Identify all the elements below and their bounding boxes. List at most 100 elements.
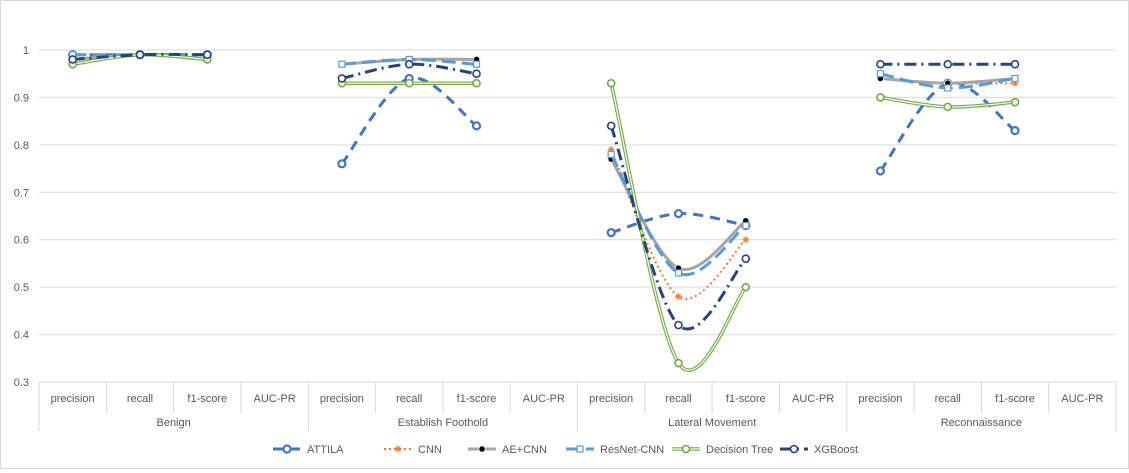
x-tick-label-recall: recall (935, 393, 961, 405)
data-point-resnet-cnn-marker (472, 60, 481, 68)
legend-entry-ae-cnn: AE+CNN (468, 444, 547, 456)
data-point-xgboost-marker (606, 121, 616, 131)
legend-label: XGBoost (814, 444, 858, 456)
legend-entry-attila: ATTILA (273, 444, 344, 456)
legend: ATTILA CNN AE+CNN ResNet-CNN Decision Tree XG… (273, 444, 858, 456)
data-point-xgboost-marker (202, 50, 212, 60)
legend-marker (478, 445, 486, 453)
data-point-xgboost-marker (674, 320, 683, 330)
legend-label: ResNet-CNN (600, 444, 664, 456)
series-line-attila (340, 76, 478, 165)
data-point-attila-marker (1010, 126, 1020, 136)
x-tick-label-auc-pr: AUC-PR (254, 393, 296, 405)
legend-entry-resnet-cnn: ResNet-CNN (566, 444, 664, 456)
x-tick-label-f1-score: f1-score (726, 393, 766, 405)
legend-label: AE+CNN (502, 444, 547, 456)
data-point-decision-tree-marker (943, 102, 953, 112)
legend-marker (282, 444, 292, 454)
series-xgboost (68, 50, 1020, 331)
data-point-decision-tree-marker (606, 78, 616, 88)
x-tick-label-auc-pr: AUC-PR (792, 393, 834, 405)
x-tick-label-f1-score: f1-score (187, 393, 227, 405)
legend-label: Decision Tree (706, 444, 773, 456)
data-point-cnn-marker (674, 293, 682, 301)
y-tick-label: 0.5 (14, 282, 29, 294)
legend-swatch (566, 445, 594, 453)
data-point-attila-marker (606, 228, 616, 238)
data-point-xgboost-marker (943, 59, 953, 69)
series-line-xgboost (341, 62, 477, 80)
y-tick-label: 0.9 (14, 92, 29, 104)
data-point-resnet-cnn-marker (674, 269, 683, 277)
data-point-resnet-cnn-marker (742, 221, 750, 230)
series-line-decision-tree (610, 83, 747, 371)
series-attila (68, 50, 1020, 238)
data-point-decision-tree-marker (404, 78, 414, 88)
legend-entry-decision-tree: Decision Tree (672, 444, 773, 456)
data-point-xgboost-marker (472, 69, 481, 79)
series-lines (68, 50, 1020, 372)
data-point-decision-tree-marker (472, 78, 481, 88)
x-tick-label-auc-pr: AUC-PR (1061, 393, 1103, 405)
legend-swatch (384, 445, 412, 453)
series-line-attila (879, 81, 1016, 172)
series-ae-cnn (69, 51, 1019, 272)
legend-label: ATTILA (307, 444, 344, 456)
data-point-decision-tree-marker (1010, 97, 1020, 107)
x-tick-label-f1-score: f1-score (995, 393, 1035, 405)
data-point-decision-tree-marker (876, 93, 885, 102)
data-point-xgboost-marker (68, 55, 77, 64)
x-tick-label-precision: precision (858, 393, 902, 405)
y-tick-label: 0.4 (14, 330, 29, 342)
data-point-xgboost-marker (741, 254, 751, 263)
gridlines (39, 49, 1116, 383)
x-tick-label-precision: precision (320, 393, 364, 405)
data-point-cnn-marker (742, 236, 750, 244)
data-point-attila-marker (471, 121, 482, 131)
data-point-xgboost-marker (337, 74, 347, 83)
legend-label: CNN (418, 444, 442, 456)
x-tick-label-recall: recall (396, 393, 422, 405)
data-point-xgboost-marker (404, 59, 414, 69)
data-point-resnet-cnn-marker (1011, 74, 1019, 83)
data-point-decision-tree-marker (674, 358, 683, 368)
x-tick-label-recall: recall (665, 393, 691, 405)
data-point-xgboost-marker (135, 50, 145, 60)
x-tick-label-precision: precision (51, 393, 95, 405)
series-cnn (69, 51, 1019, 301)
x-tick-label-f1-score: f1-score (457, 393, 497, 405)
y-tick-label: 1 (23, 45, 29, 57)
x-tick-label-auc-pr: AUC-PR (523, 393, 565, 405)
group-label-reconnaissance: Reconnaissance (941, 417, 1022, 429)
legend-marker (576, 445, 584, 453)
legend-swatch (780, 444, 808, 454)
series-decision-tree (68, 50, 1020, 372)
group-label-benign: Benign (156, 417, 190, 429)
x-axis: precision recall f1-score AUC-PR Benign preci… (38, 381, 1117, 431)
group-label-establish-foothold: Establish Foothold (398, 417, 489, 429)
data-point-resnet-cnn-marker (607, 150, 615, 158)
data-point-attila-marker (337, 159, 347, 169)
data-point-resnet-cnn-marker (944, 84, 952, 92)
y-tick-label: 0.8 (14, 140, 29, 152)
series-resnet-cnn (69, 51, 1019, 277)
data-point-attila-marker (673, 209, 684, 219)
series-line-xgboost (609, 125, 747, 331)
y-axis-tick-labels: 0.3 0.4 0.5 0.6 0.7 0.8 0.9 1 (14, 45, 29, 389)
legend-marker (394, 445, 402, 453)
legend-swatch (468, 445, 496, 453)
x-tick-label-recall: recall (127, 393, 153, 405)
legend-entry-cnn: CNN (384, 444, 442, 456)
legend-marker (789, 444, 799, 454)
data-point-resnet-cnn-marker (338, 60, 346, 68)
y-tick-label: 0.7 (14, 187, 29, 199)
data-point-xgboost-marker (876, 59, 885, 69)
y-tick-label: 0.6 (14, 235, 29, 247)
legend-marker (681, 444, 691, 454)
y-tick-label: 0.3 (14, 377, 29, 389)
data-point-attila-marker (875, 166, 886, 176)
group-label-lateral-movement: Lateral Movement (668, 417, 756, 429)
data-point-resnet-cnn-marker (876, 70, 885, 78)
